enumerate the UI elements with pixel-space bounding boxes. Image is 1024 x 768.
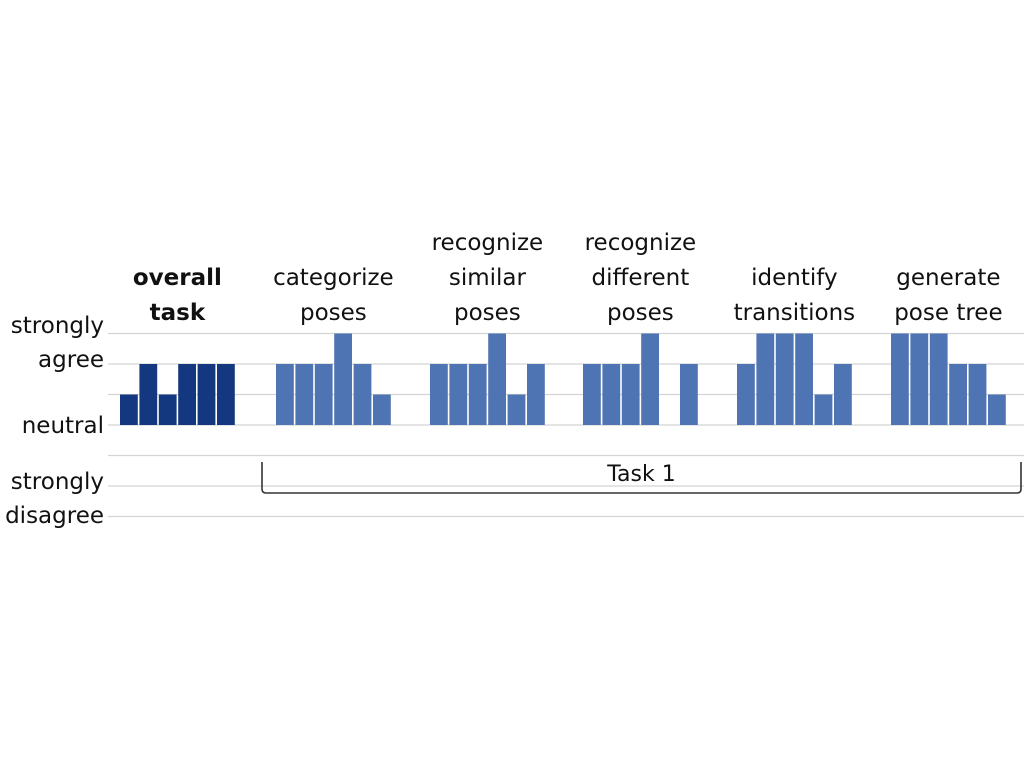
- bar: [430, 364, 448, 425]
- bar: [968, 364, 987, 425]
- bar: [795, 333, 813, 425]
- bar: [314, 364, 333, 425]
- group-label: recognize: [432, 230, 544, 256]
- bar: [217, 364, 235, 425]
- bar: [737, 364, 755, 425]
- group-label: transitions: [734, 300, 856, 326]
- bar: [949, 364, 967, 425]
- bar: [834, 364, 852, 425]
- group-label: different: [592, 265, 690, 291]
- group-label: task: [150, 300, 206, 326]
- bar: [353, 364, 372, 425]
- bar: [295, 364, 314, 425]
- bar: [756, 333, 775, 425]
- y-level-label: agree: [38, 347, 104, 373]
- group-labels: overall task categorize poses recognize simil…: [133, 230, 1003, 326]
- group-label: identify: [751, 265, 837, 291]
- group-label: poses: [454, 300, 521, 326]
- grid-lines: [108, 332, 1024, 518]
- y-level-label: strongly: [11, 469, 104, 495]
- bar: [910, 333, 929, 425]
- bar: [158, 394, 177, 425]
- bracket-label: Task 1: [606, 462, 675, 487]
- group-label: similar: [449, 265, 527, 291]
- y-axis-labels: strongly agree neutral strongly disagree: [5, 313, 104, 529]
- bar: [814, 394, 833, 425]
- bar: [178, 364, 196, 425]
- bar: [891, 333, 909, 425]
- y-level-label: strongly: [11, 313, 104, 339]
- bar: [929, 333, 948, 425]
- group-label: pose tree: [894, 300, 1002, 326]
- bar: [527, 364, 545, 425]
- group-label: overall: [133, 265, 222, 291]
- bar: [680, 364, 698, 425]
- y-level-label: neutral: [22, 413, 104, 439]
- bar: [621, 364, 640, 425]
- bar: [373, 394, 391, 425]
- bar: [602, 364, 621, 425]
- group-label: poses: [607, 300, 674, 326]
- bar: [468, 364, 487, 425]
- bar: [197, 364, 216, 425]
- bar: [507, 394, 526, 425]
- bar: [988, 394, 1006, 425]
- bar: [139, 364, 158, 425]
- bar: [583, 364, 601, 425]
- bar: [449, 364, 468, 425]
- group-label: categorize: [273, 265, 394, 291]
- group-label: poses: [300, 300, 367, 326]
- bar: [120, 394, 138, 425]
- bar: [276, 364, 294, 425]
- bar: [775, 333, 794, 425]
- group-label: generate: [896, 265, 1000, 291]
- group-label: recognize: [585, 230, 697, 256]
- bars: [120, 333, 1006, 425]
- y-level-label: disagree: [5, 503, 104, 529]
- bracket-line: [261, 462, 1022, 494]
- bar: [488, 333, 506, 425]
- task-bracket: Task 1: [261, 462, 1022, 494]
- bar: [334, 333, 352, 425]
- bar: [641, 333, 659, 425]
